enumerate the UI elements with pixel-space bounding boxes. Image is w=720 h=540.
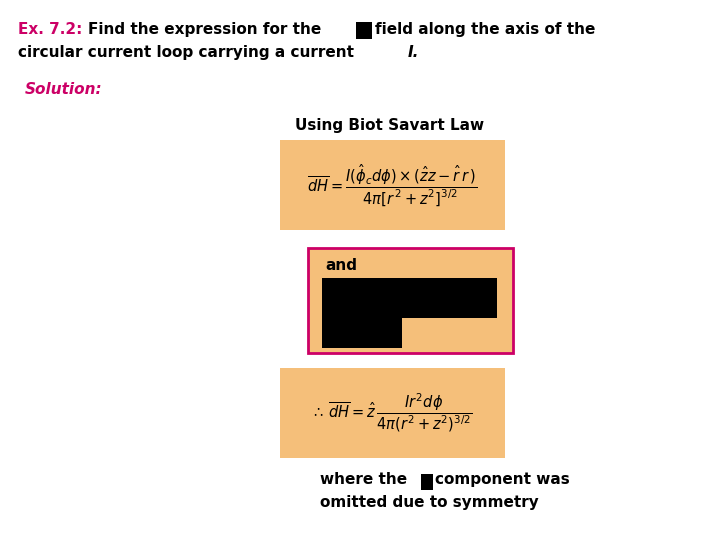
FancyBboxPatch shape (308, 248, 513, 353)
Text: omitted due to symmetry: omitted due to symmetry (320, 495, 539, 510)
FancyBboxPatch shape (280, 368, 505, 458)
Text: Using Biot Savart Law: Using Biot Savart Law (295, 118, 485, 133)
Text: where the: where the (320, 472, 413, 487)
Text: $\overline{dH} = \dfrac{I(\hat{\phi}_c d\phi) \times (\hat{z}z - \hat{r}\,r\,)}{: $\overline{dH} = \dfrac{I(\hat{\phi}_c d… (307, 162, 477, 208)
FancyBboxPatch shape (322, 278, 497, 318)
FancyBboxPatch shape (421, 474, 433, 490)
FancyBboxPatch shape (322, 318, 402, 348)
Text: I.: I. (408, 45, 419, 60)
FancyBboxPatch shape (280, 140, 505, 230)
Text: Find the expression for the: Find the expression for the (88, 22, 321, 37)
Text: and: and (325, 258, 357, 273)
Text: Solution:: Solution: (25, 82, 103, 97)
FancyBboxPatch shape (356, 22, 372, 39)
Text: $\therefore\, \overline{dH} = \hat{z}\, \dfrac{Ir^2 d\phi}{4\pi(r^2 + z^2)^{3/2}: $\therefore\, \overline{dH} = \hat{z}\, … (312, 392, 472, 435)
Text: component was: component was (435, 472, 570, 487)
Text: circular current loop carrying a current: circular current loop carrying a current (18, 45, 359, 60)
Text: field along the axis of the: field along the axis of the (375, 22, 595, 37)
Text: Ex. 7.2:: Ex. 7.2: (18, 22, 82, 37)
